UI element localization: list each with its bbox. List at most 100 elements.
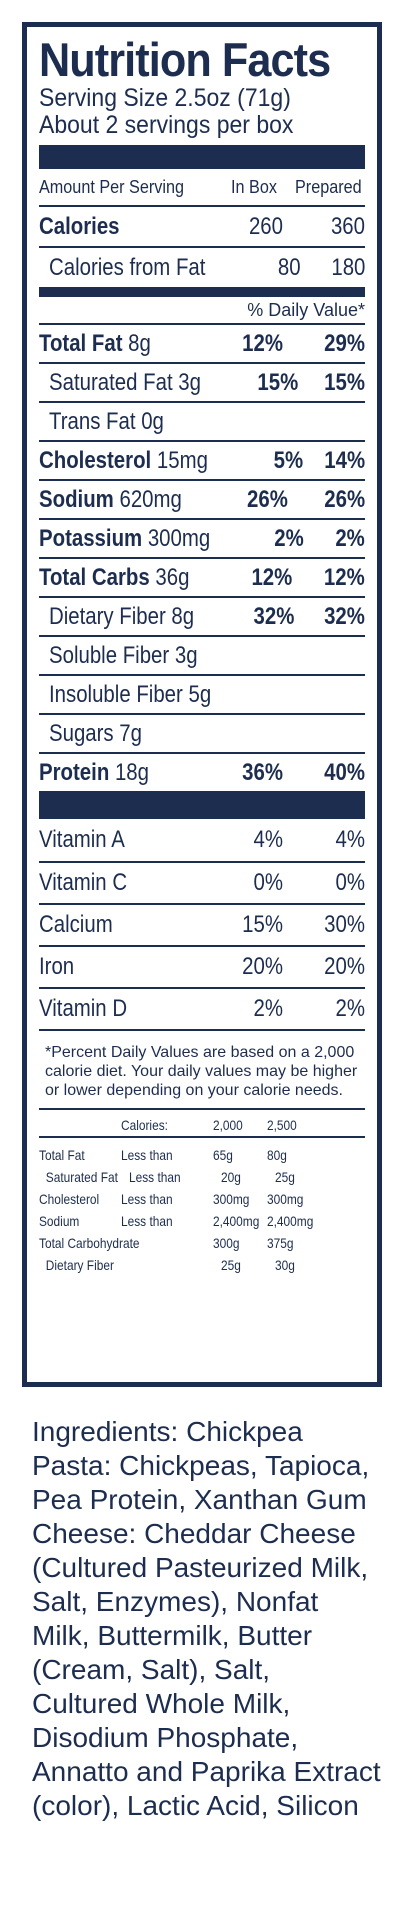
- nutrient-row: Cholesterol 15mg 5% 14%: [39, 442, 365, 481]
- table-header-cell: [39, 1114, 109, 1136]
- calories-fat-in-box: 80: [277, 253, 301, 281]
- table-header-cell: 2,500: [267, 1117, 297, 1133]
- vitamin-dv-in-box: 15%: [242, 911, 283, 938]
- vitamin-dv-prepared: 30%: [324, 911, 365, 938]
- table-cell: 300mg: [267, 1191, 304, 1207]
- nutrient-dv-prepared: 14%: [324, 446, 365, 474]
- table-cell: Total Carbohydrate: [39, 1235, 140, 1251]
- divider-large: [39, 791, 365, 819]
- table-cell: 30g: [275, 1257, 295, 1273]
- vitamin-dv-in-box: 0%: [253, 869, 283, 896]
- divider-medium: [39, 287, 365, 297]
- col-in-box-header: In Box: [231, 176, 277, 197]
- nutrient-label: Insoluble Fiber 5g: [49, 680, 212, 708]
- table-cell: 2,400mg: [267, 1213, 314, 1229]
- table-cell: Less than: [121, 1191, 173, 1207]
- table-cell: 375g: [267, 1235, 294, 1251]
- nutrient-label: Dietary Fiber 8g: [49, 602, 195, 630]
- col-prepared-header: Prepared: [295, 176, 362, 197]
- nutrient-label: Soluble Fiber 3g: [49, 641, 198, 669]
- nutrient-label: Trans Fat 0g: [49, 407, 164, 435]
- daily-values-table-row: Total Carbohydrate 300g 375g: [39, 1232, 365, 1254]
- nutrient-label: Sugars 7g: [49, 719, 142, 747]
- table-header-cell: Calories:: [121, 1117, 168, 1133]
- table-cell: 25g: [221, 1257, 241, 1273]
- table-cell: Dietary Fiber: [45, 1257, 114, 1273]
- table-cell: 80g: [267, 1147, 287, 1163]
- nutrient-dv-prepared: 29%: [324, 329, 365, 357]
- daily-values-table-body: Total Fat Less than 65g 80g Saturated Fat Les…: [39, 1144, 365, 1276]
- table-cell: [121, 1232, 199, 1254]
- calories-fat-label: Calories from Fat: [49, 253, 206, 281]
- nutrient-name: Sodium 620mg: [39, 486, 182, 514]
- daily-values-table-row: Saturated Fat Less than 20g 25g: [39, 1166, 365, 1188]
- vitamin-name: Vitamin A: [39, 826, 125, 853]
- calories-fat-row: Calories from Fat 80 180: [39, 248, 365, 287]
- daily-values-table-header: Calories: 2,000 2,500: [39, 1114, 365, 1136]
- vitamin-row: Calcium 15% 30%: [39, 905, 365, 947]
- vitamin-dv-in-box: 2%: [253, 995, 283, 1022]
- nutrient-amount: 300mg: [142, 524, 211, 552]
- table-cell: Less than: [129, 1169, 181, 1185]
- table-cell: Cholesterol: [39, 1191, 100, 1207]
- serving-size: Serving Size 2.5oz (71g): [39, 84, 291, 112]
- table-cell: Less than: [121, 1213, 173, 1229]
- nutrient-row: Trans Fat 0g: [39, 403, 365, 442]
- nutrient-name: Dietary Fiber 8g: [49, 603, 194, 631]
- nutrient-row: Total Fat 8g 12% 29%: [39, 325, 365, 364]
- vitamin-dv-prepared: 4%: [335, 826, 365, 853]
- nutrient-list: Total Fat 8g 12% 29% Saturated Fat 3g 15% 15%…: [39, 325, 365, 791]
- vitamin-list: Vitamin A 4% 4% Vitamin C 0% 0% Calcium 15% 30% I…: [39, 819, 365, 1031]
- calories-label: Calories: [39, 212, 120, 240]
- nutrient-dv-prepared: 12%: [324, 563, 365, 591]
- nutrient-dv-in-box: 36%: [242, 758, 283, 786]
- servings-per-container: About 2 servings per box: [39, 111, 294, 139]
- amount-header-row: Amount Per Serving In Box Prepared: [39, 169, 365, 207]
- vitamin-dv-in-box: 4%: [253, 826, 283, 853]
- daily-values-table: Calories: 2,000 2,500 Total Fat Less than…: [39, 1110, 365, 1276]
- nutrient-dv-in-box: 12%: [242, 329, 283, 357]
- nutrient-row: Sodium 620mg 26% 26%: [39, 481, 365, 520]
- nutrient-name: Total Fat 8g: [39, 330, 173, 358]
- nutrient-name: Total Carbs 36g: [39, 564, 189, 592]
- daily-values-table-row: Sodium Less than 2,400mg 2,400mg: [39, 1210, 365, 1232]
- calories-in-box: 260: [248, 212, 283, 240]
- vitamin-dv-prepared: 0%: [335, 869, 365, 896]
- table-divider: [39, 1136, 365, 1138]
- nutrient-dv-prepared: 2%: [335, 524, 365, 552]
- nutrient-amount: 8g: [122, 329, 151, 357]
- nutrient-dv-in-box: 32%: [253, 602, 295, 630]
- nutrient-amount: 15mg: [151, 446, 208, 474]
- daily-values-table-row: Cholesterol Less than 300mg 300mg: [39, 1188, 365, 1210]
- nutrient-row: Sugars 7g: [39, 715, 365, 754]
- table-cell: Less than: [121, 1147, 173, 1163]
- daily-value-label: % Daily Value*: [247, 299, 365, 320]
- nutrient-label: Cholesterol: [39, 446, 152, 474]
- nutrient-label: Total Fat: [39, 329, 123, 357]
- nutrient-name: Cholesterol 15mg: [39, 447, 208, 475]
- nutrient-name: Insoluble Fiber 5g: [49, 681, 211, 709]
- nutrient-dv-in-box: 26%: [247, 485, 288, 513]
- calories-fat-prepared: 180: [330, 253, 365, 281]
- table-cell: Sodium: [39, 1213, 80, 1229]
- nutrient-amount: 620mg: [113, 485, 182, 513]
- table-cell: 25g: [275, 1169, 295, 1185]
- nutrient-dv-prepared: 40%: [324, 758, 365, 786]
- nutrient-dv-in-box: 12%: [251, 563, 293, 591]
- nutrient-name: Saturated Fat 3g: [49, 369, 201, 397]
- vitamin-row: Vitamin A 4% 4%: [39, 819, 365, 863]
- nutrient-dv-in-box: 2%: [274, 524, 305, 552]
- amount-per-serving-label: Amount Per Serving: [39, 176, 184, 197]
- nutrient-amount: 36g: [149, 563, 190, 591]
- nutrient-label: Sodium: [39, 485, 114, 513]
- vitamin-name: Calcium: [39, 911, 113, 938]
- nutrient-name: Trans Fat 0g: [49, 408, 175, 436]
- table-cell: 300g: [213, 1235, 240, 1251]
- ingredients-text: Ingredients: Chickpea Pasta: Chickpeas, …: [32, 1416, 381, 1821]
- nutrient-row: Total Carbs 36g 12% 12%: [39, 559, 365, 598]
- nutrient-row: Saturated Fat 3g 15% 15%: [39, 364, 365, 403]
- nutrient-name: Protein 18g: [39, 759, 173, 787]
- nutrient-row: Soluble Fiber 3g: [39, 637, 365, 676]
- nutrition-facts-label: Nutrition Facts Serving Size 2.5oz (71g)…: [22, 22, 382, 1387]
- table-cell: 20g: [221, 1169, 241, 1185]
